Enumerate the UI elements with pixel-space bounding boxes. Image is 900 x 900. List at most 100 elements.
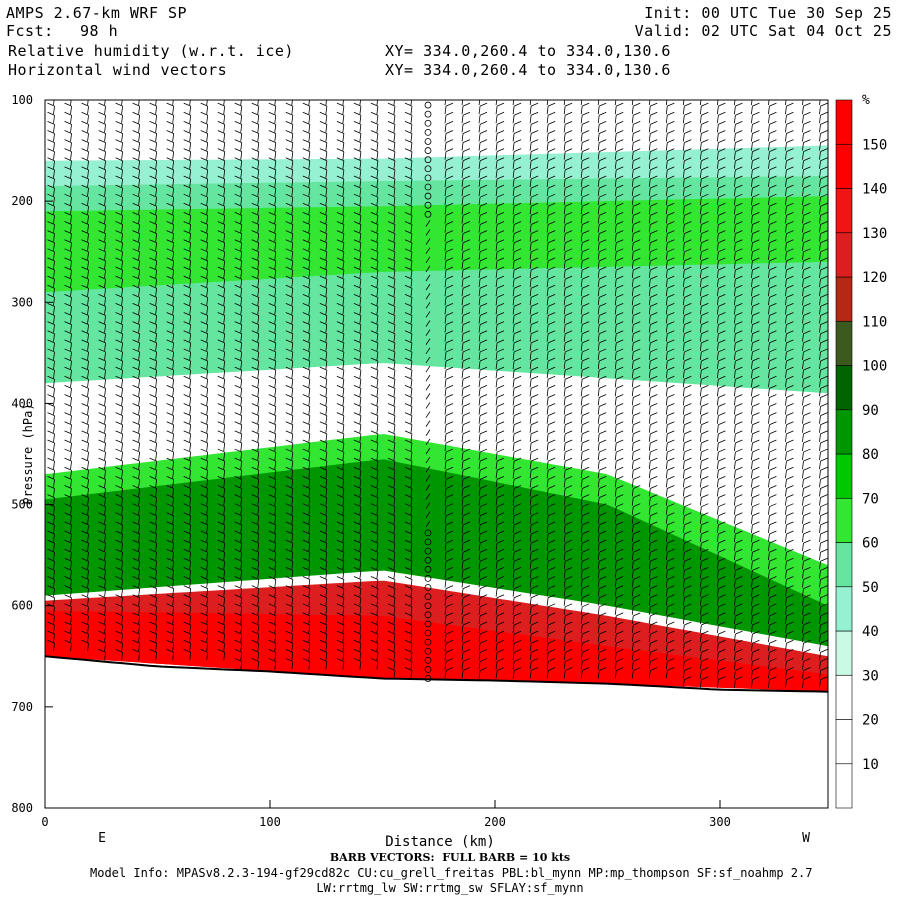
wind-barb: [444, 634, 447, 643]
wind-barb-flag: [445, 148, 454, 153]
wind-barb: [563, 488, 566, 497]
wind-barb: [393, 324, 396, 333]
wind-barb-flag: [667, 357, 675, 362]
wind-barb-flag: [183, 212, 191, 216]
wind-barb: [155, 452, 158, 461]
wind-barb-flag: [268, 303, 276, 307]
wind-barb-flag: [496, 612, 505, 617]
wind-barb-flag: [268, 212, 276, 216]
wind-barb-flag: [701, 284, 709, 289]
wind-barb-flag: [268, 275, 276, 280]
wind-barb-flag: [565, 485, 573, 489]
wind-barb: [189, 579, 192, 588]
wind-barb: [308, 543, 311, 552]
wind-barb: [682, 388, 685, 397]
wind-barb: [495, 306, 498, 315]
wind-barb: [478, 533, 481, 543]
wind-barb-flag: [582, 503, 590, 508]
wind-barb-flag: [251, 166, 259, 171]
wind-barb-flag: [251, 567, 259, 571]
wind-barb: [189, 388, 192, 397]
wind-barb-column: [512, 100, 522, 679]
wind-barb: [631, 670, 634, 679]
wind-barb-flag: [479, 448, 488, 453]
wind-barb: [104, 624, 106, 634]
wind-barb: [223, 360, 226, 370]
wind-barb-flag: [582, 193, 590, 198]
xy-range-1: XY= 334.0,260.4 to 334.0,130.6: [385, 42, 671, 60]
wind-barb-flag: [47, 230, 55, 234]
wind-barb-flag: [234, 366, 242, 371]
calm-wind-marker: [424, 675, 432, 682]
wind-barb: [53, 442, 55, 452]
wind-barb: [291, 479, 294, 488]
wind-barb-flag: [184, 94, 191, 97]
wind-barb-flag: [149, 403, 157, 407]
wind-barb-flag: [404, 612, 413, 617]
wind-barb: [53, 124, 55, 133]
wind-barb: [546, 242, 549, 251]
wind-barb: [359, 106, 362, 115]
wind-barb-flag: [718, 430, 726, 435]
wind-barb-flag: [234, 266, 242, 271]
wind-barb-flag: [547, 102, 556, 107]
wind-barb: [444, 288, 447, 297]
wind-barb: [631, 606, 634, 615]
wind-barb: [580, 470, 583, 479]
wind-barb: [359, 124, 362, 133]
wind-barb: [342, 315, 345, 324]
wind-barb-flag: [599, 284, 607, 289]
wind-barb: [274, 470, 277, 479]
wind-barb: [393, 406, 396, 415]
wind-barb: [444, 570, 447, 579]
wind-barb-flag: [319, 130, 328, 134]
wind-barb: [342, 215, 345, 224]
wind-barb-flag: [132, 330, 140, 335]
wind-barb-flag: [370, 403, 379, 407]
wind-barb: [425, 338, 431, 345]
wind-barb: [376, 169, 379, 178]
wind-barb-flag: [115, 366, 123, 371]
wind-barb-flag: [285, 539, 293, 544]
wind-barb: [359, 588, 362, 597]
wind-barb: [393, 597, 396, 606]
wind-barb-flag: [496, 648, 505, 653]
wind-barb: [631, 570, 634, 579]
wind-barb: [648, 124, 651, 133]
wind-barb: [189, 524, 192, 533]
wind-barb: [308, 279, 311, 288]
wind-barb-flag: [217, 548, 225, 553]
wind-barb: [189, 570, 192, 579]
wind-barb: [291, 497, 294, 506]
wind-barb: [529, 324, 532, 333]
wind-barb-flag: [582, 439, 590, 444]
wind-barb: [206, 615, 209, 624]
wind-barb-flag: [701, 503, 709, 508]
wind-barb-flag: [81, 576, 89, 580]
wind-barb: [444, 670, 447, 679]
wind-barb-flag: [251, 394, 259, 398]
wind-barb: [206, 479, 209, 488]
wind-barb-flag: [132, 457, 140, 462]
wind-barb: [682, 488, 685, 497]
wind-barb: [410, 506, 413, 515]
wind-barb-flag: [319, 612, 328, 617]
wind-barb: [716, 415, 719, 424]
wind-barb: [53, 552, 55, 561]
wind-barb: [461, 524, 464, 533]
wind-barb: [665, 652, 668, 661]
wind-barb-flag: [64, 221, 72, 225]
wind-barb-flag: [217, 102, 225, 107]
wind-barb: [53, 360, 55, 370]
wind-barb: [325, 634, 328, 643]
wind-barb: [325, 306, 328, 315]
wind-barb: [342, 479, 345, 488]
wind-barb: [121, 597, 123, 606]
wind-barb: [461, 315, 464, 324]
wind-barb-flag: [149, 375, 157, 380]
wind-barb-flag: [47, 212, 55, 216]
wind-barb: [70, 233, 72, 242]
wind-barb-flag: [582, 239, 590, 244]
wind-barb-flag: [81, 230, 89, 234]
wind-barb: [580, 279, 583, 288]
